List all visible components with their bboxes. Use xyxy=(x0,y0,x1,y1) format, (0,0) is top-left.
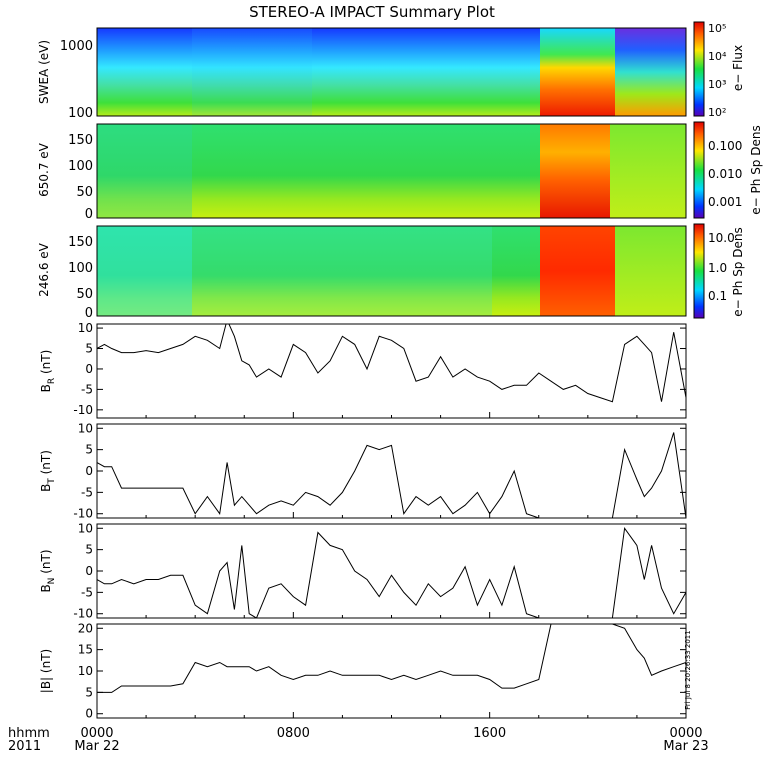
cbar2-tick-0001: 0.001 xyxy=(708,195,742,209)
pitch650-ytick-50: 50 xyxy=(76,185,93,200)
time-prefix-hhmm: hhmm xyxy=(8,726,50,741)
cbar1-label: e− Flux xyxy=(731,45,745,91)
magnetic-field-panels: 10 5 0 -5 -10 BR (nT) 10 5 0 -5 -10 BT (nT) 10 5 0 -5 -1… xyxy=(39,321,687,721)
colorbar-650eV xyxy=(693,121,705,219)
pitch650-ytick-100: 100 xyxy=(68,159,93,174)
ytick-label: -5 xyxy=(81,585,93,599)
ytick-label: 15 xyxy=(78,643,93,657)
ytick-label: 0 xyxy=(85,564,93,578)
panel-ylabel: BT (nT) xyxy=(39,450,57,492)
ytick-label: -10 xyxy=(73,607,93,621)
time-tick-label: 0800 xyxy=(277,726,310,741)
generation-stamp: Fri Jul 8 20:26:33 2011 xyxy=(684,630,692,709)
pitch246-ytick-50: 50 xyxy=(76,287,93,302)
ytick-label: 5 xyxy=(85,685,93,699)
line-panel-3: 20 15 10 5 0 |B| (nT) xyxy=(39,621,687,721)
cbar2-tick-0010: 0.010 xyxy=(708,167,742,181)
series-line-0-0 xyxy=(97,324,686,403)
chart-title: STEREO-A IMPACT Summary Plot xyxy=(249,3,495,21)
swea-ylabel: SWEA (eV) xyxy=(37,40,51,104)
pitch650-ytick-150: 150 xyxy=(68,133,93,148)
series-line-3-0 xyxy=(97,624,686,693)
cbar3-tick-10: 10.0 xyxy=(708,231,735,245)
panel-frame xyxy=(96,623,687,719)
panel-ylabel: BN (nT) xyxy=(39,549,57,592)
cbar1-tick-1e3: 10³ xyxy=(708,78,726,91)
panel-ylabel: BR (nT) xyxy=(39,350,57,393)
ytick-label: 20 xyxy=(78,621,93,635)
cbar3-label: e− Ph Sp Dens xyxy=(731,227,745,316)
cbar1-tick-1e4: 10⁴ xyxy=(708,50,727,63)
ytick-label: 10 xyxy=(78,321,93,335)
pitch650-ytick-0: 0 xyxy=(85,207,93,222)
ytick-label: 10 xyxy=(78,664,93,678)
time-tick-label: 0000 xyxy=(80,726,113,741)
ytick-label: 10 xyxy=(78,421,93,435)
series-line-2-0 xyxy=(97,526,686,618)
swea-ytick-1000: 1000 xyxy=(60,39,93,54)
time-prefix-year: 2011 xyxy=(8,739,41,754)
ytick-label: 5 xyxy=(85,543,93,557)
panel-frame xyxy=(96,523,687,619)
cbar3-tick-1: 1.0 xyxy=(708,261,727,275)
colorbar-246eV xyxy=(693,223,705,319)
pitch246-ytick-150: 150 xyxy=(68,235,93,250)
spectrogram-swea xyxy=(96,27,687,117)
panel-ylabel: |B| (nT) xyxy=(39,649,53,693)
ytick-label: 10 xyxy=(78,521,93,535)
line-panel-2: 10 5 0 -5 -10 BN (nT) xyxy=(39,521,687,621)
panel-frame xyxy=(96,423,687,519)
ytick-label: -10 xyxy=(73,507,93,521)
swea-ytick-100: 100 xyxy=(68,106,93,121)
cbar1-tick-1e2: 10² xyxy=(708,106,726,119)
cbar2-tick-0100: 0.100 xyxy=(708,139,742,153)
time-tick-label: 0000 xyxy=(669,726,702,741)
pitch650-ylabel: 650.7 eV xyxy=(37,142,51,197)
ytick-label: 5 xyxy=(85,342,93,356)
colorbar-swea xyxy=(693,21,705,117)
ytick-label: -5 xyxy=(81,382,93,396)
cbar3-tick-01: 0.1 xyxy=(708,289,727,303)
ytick-label: 5 xyxy=(85,443,93,457)
cbar2-label: e− Ph Sp Dens xyxy=(749,125,763,214)
time-tick-date: Mar 22 xyxy=(74,739,119,754)
panel-frame xyxy=(96,323,687,419)
ytick-label: 0 xyxy=(85,362,93,376)
series-line-1-0 xyxy=(97,432,686,518)
line-panel-0: 10 5 0 -5 -10 BR (nT) xyxy=(39,321,687,419)
ytick-label: 0 xyxy=(85,464,93,478)
time-tick-label: 1600 xyxy=(473,726,506,741)
pitch246-ytick-100: 100 xyxy=(68,261,93,276)
spectrogram-246eV xyxy=(96,225,687,317)
pitch246-ylabel: 246.6 eV xyxy=(37,242,51,297)
ytick-label: -5 xyxy=(81,485,93,499)
ytick-label: 0 xyxy=(85,707,93,721)
spectrogram-650eV xyxy=(96,123,687,219)
cbar1-tick-1e5: 10⁵ xyxy=(708,22,726,35)
pitch246-ytick-0: 0 xyxy=(85,306,93,321)
line-panel-1: 10 5 0 -5 -10 BT (nT) xyxy=(39,421,687,521)
ytick-label: -10 xyxy=(73,403,93,417)
time-tick-date: Mar 23 xyxy=(663,739,708,754)
